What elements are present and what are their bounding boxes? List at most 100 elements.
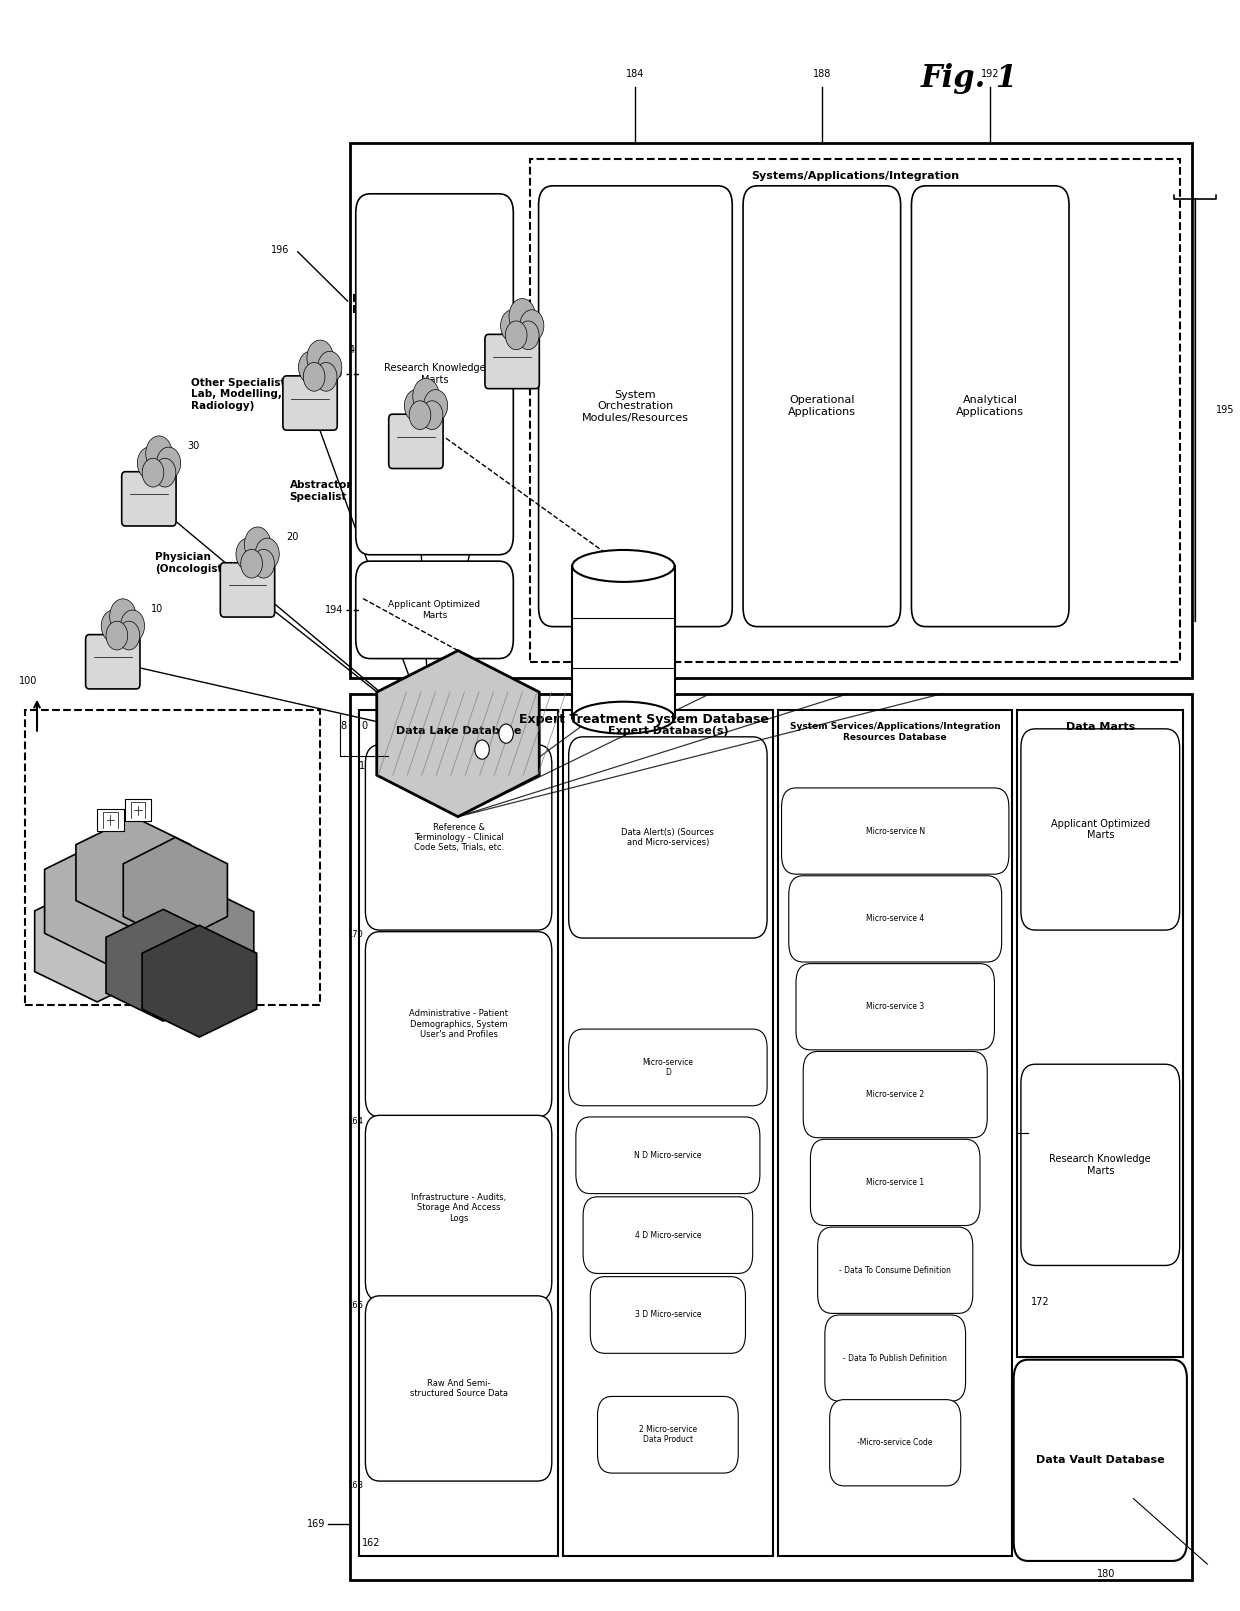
Text: Reference &
Terminology - Clinical
Code Sets, Trials, etc.: Reference & Terminology - Clinical Code …	[413, 823, 503, 852]
FancyBboxPatch shape	[485, 335, 539, 388]
Text: Research Knowledge
Marts: Research Knowledge Marts	[1049, 1153, 1151, 1176]
Circle shape	[317, 351, 342, 383]
Text: System Services/Applications/Integration
Resources Database: System Services/Applications/Integration…	[790, 722, 1001, 741]
Text: 166: 166	[347, 1300, 363, 1310]
Ellipse shape	[573, 702, 675, 733]
Circle shape	[154, 458, 176, 487]
Text: Expert Database(s): Expert Database(s)	[608, 725, 728, 736]
FancyBboxPatch shape	[811, 1139, 980, 1226]
Circle shape	[299, 351, 322, 383]
Text: Micro-service 3: Micro-service 3	[866, 1002, 924, 1012]
Text: 180: 180	[1097, 1569, 1116, 1579]
Polygon shape	[123, 838, 227, 942]
FancyBboxPatch shape	[789, 876, 1002, 962]
FancyBboxPatch shape	[569, 1029, 768, 1105]
Text: 2 Micro-service
Data Product: 2 Micro-service Data Product	[639, 1426, 697, 1445]
Text: Infrastructure - Audits,
Storage And Access
Logs: Infrastructure - Audits, Storage And Acc…	[410, 1194, 506, 1223]
Circle shape	[424, 390, 448, 422]
Text: 190: 190	[325, 369, 343, 379]
Text: Systems/Applications/Integration: Systems/Applications/Integration	[751, 171, 959, 182]
Ellipse shape	[573, 549, 675, 582]
Circle shape	[118, 622, 140, 649]
Bar	[777, 710, 1013, 1556]
FancyBboxPatch shape	[911, 185, 1069, 627]
FancyBboxPatch shape	[575, 1116, 760, 1194]
Bar	[25, 710, 320, 1005]
Circle shape	[156, 448, 181, 478]
Text: Applicant Optimized
Marts: Applicant Optimized Marts	[388, 601, 481, 620]
FancyBboxPatch shape	[830, 1400, 961, 1485]
Text: Applicant Optimized
Marts: Applicant Optimized Marts	[1050, 818, 1149, 841]
Polygon shape	[143, 925, 257, 1037]
FancyBboxPatch shape	[590, 1276, 745, 1353]
Circle shape	[409, 401, 430, 430]
Polygon shape	[81, 862, 210, 989]
Text: 170: 170	[347, 930, 363, 939]
FancyBboxPatch shape	[86, 635, 140, 690]
FancyBboxPatch shape	[743, 185, 900, 627]
FancyBboxPatch shape	[1021, 728, 1179, 930]
Text: -Micro-service Code: -Micro-service Code	[858, 1439, 932, 1447]
Circle shape	[308, 340, 334, 375]
Polygon shape	[35, 881, 160, 1002]
Text: - Data To Publish Definition: - Data To Publish Definition	[843, 1353, 947, 1363]
FancyBboxPatch shape	[817, 1228, 973, 1313]
Text: Analytical
Applications: Analytical Applications	[956, 395, 1024, 417]
Text: 0: 0	[361, 720, 367, 731]
Circle shape	[107, 622, 128, 649]
Text: Data Marts: Data Marts	[1065, 722, 1135, 733]
Text: Raw And Semi-
structured Source Data: Raw And Semi- structured Source Data	[409, 1379, 507, 1398]
FancyBboxPatch shape	[388, 414, 443, 469]
Text: N D Micro-service: N D Micro-service	[634, 1150, 702, 1160]
Text: Other Specialist (e.g.,
Lab, Modelling,
Radiology): Other Specialist (e.g., Lab, Modelling, …	[191, 379, 320, 411]
Circle shape	[241, 549, 263, 578]
Text: Physician
(Oncologist): Physician (Oncologist)	[155, 553, 227, 574]
Text: 50: 50	[454, 383, 466, 393]
Circle shape	[506, 321, 527, 350]
Text: 102: 102	[202, 979, 221, 989]
Text: 169: 169	[308, 1519, 326, 1529]
Text: Micro-service
D: Micro-service D	[642, 1058, 693, 1078]
Text: Fig. 1: Fig. 1	[921, 63, 1018, 95]
Text: 188: 188	[812, 69, 831, 79]
Text: Expert Treatment System Database: Expert Treatment System Database	[520, 714, 769, 727]
Text: 186: 186	[1030, 1128, 1049, 1137]
Text: 150: 150	[358, 760, 377, 770]
Text: Data Lake Database: Data Lake Database	[396, 725, 521, 736]
FancyBboxPatch shape	[583, 1197, 753, 1273]
Circle shape	[102, 611, 125, 641]
Text: System
Orchestration
Modules/Resources: System Orchestration Modules/Resources	[582, 390, 689, 422]
Circle shape	[120, 611, 145, 641]
Circle shape	[255, 538, 279, 570]
Circle shape	[146, 437, 172, 470]
Text: Micro-service 2: Micro-service 2	[867, 1091, 924, 1099]
FancyBboxPatch shape	[356, 561, 513, 659]
FancyBboxPatch shape	[366, 1115, 552, 1300]
Bar	[97, 809, 124, 831]
Circle shape	[413, 379, 439, 414]
Polygon shape	[377, 651, 539, 817]
Text: 162: 162	[362, 1539, 381, 1548]
FancyBboxPatch shape	[1021, 1065, 1179, 1266]
Text: Operational
Applications: Operational Applications	[787, 395, 856, 417]
Text: 184: 184	[626, 69, 645, 79]
Text: Data Alert(s) (Sources
and Micro-services): Data Alert(s) (Sources and Micro-service…	[621, 828, 714, 847]
Text: Research Knowledge
Marts: Research Knowledge Marts	[383, 364, 485, 385]
FancyBboxPatch shape	[598, 1397, 738, 1472]
Text: Provider
Researcher: Provider Researcher	[458, 332, 525, 353]
Text: 40: 40	[348, 345, 361, 354]
Text: 8: 8	[341, 720, 347, 731]
Text: Micro-service 1: Micro-service 1	[867, 1178, 924, 1187]
Text: Micro-service N: Micro-service N	[866, 826, 925, 836]
Text: - Data To Consume Definition: - Data To Consume Definition	[839, 1266, 951, 1274]
Bar	[531, 158, 1179, 662]
Circle shape	[244, 527, 270, 562]
Text: Dataset Sales
Specialist: Dataset Sales Specialist	[554, 251, 635, 274]
Circle shape	[304, 362, 325, 391]
Text: Abstractor
Specialist: Abstractor Specialist	[290, 480, 352, 503]
Text: 60: 60	[551, 303, 563, 314]
Circle shape	[109, 599, 136, 635]
Circle shape	[143, 458, 164, 487]
FancyBboxPatch shape	[796, 963, 994, 1050]
FancyBboxPatch shape	[366, 744, 552, 930]
